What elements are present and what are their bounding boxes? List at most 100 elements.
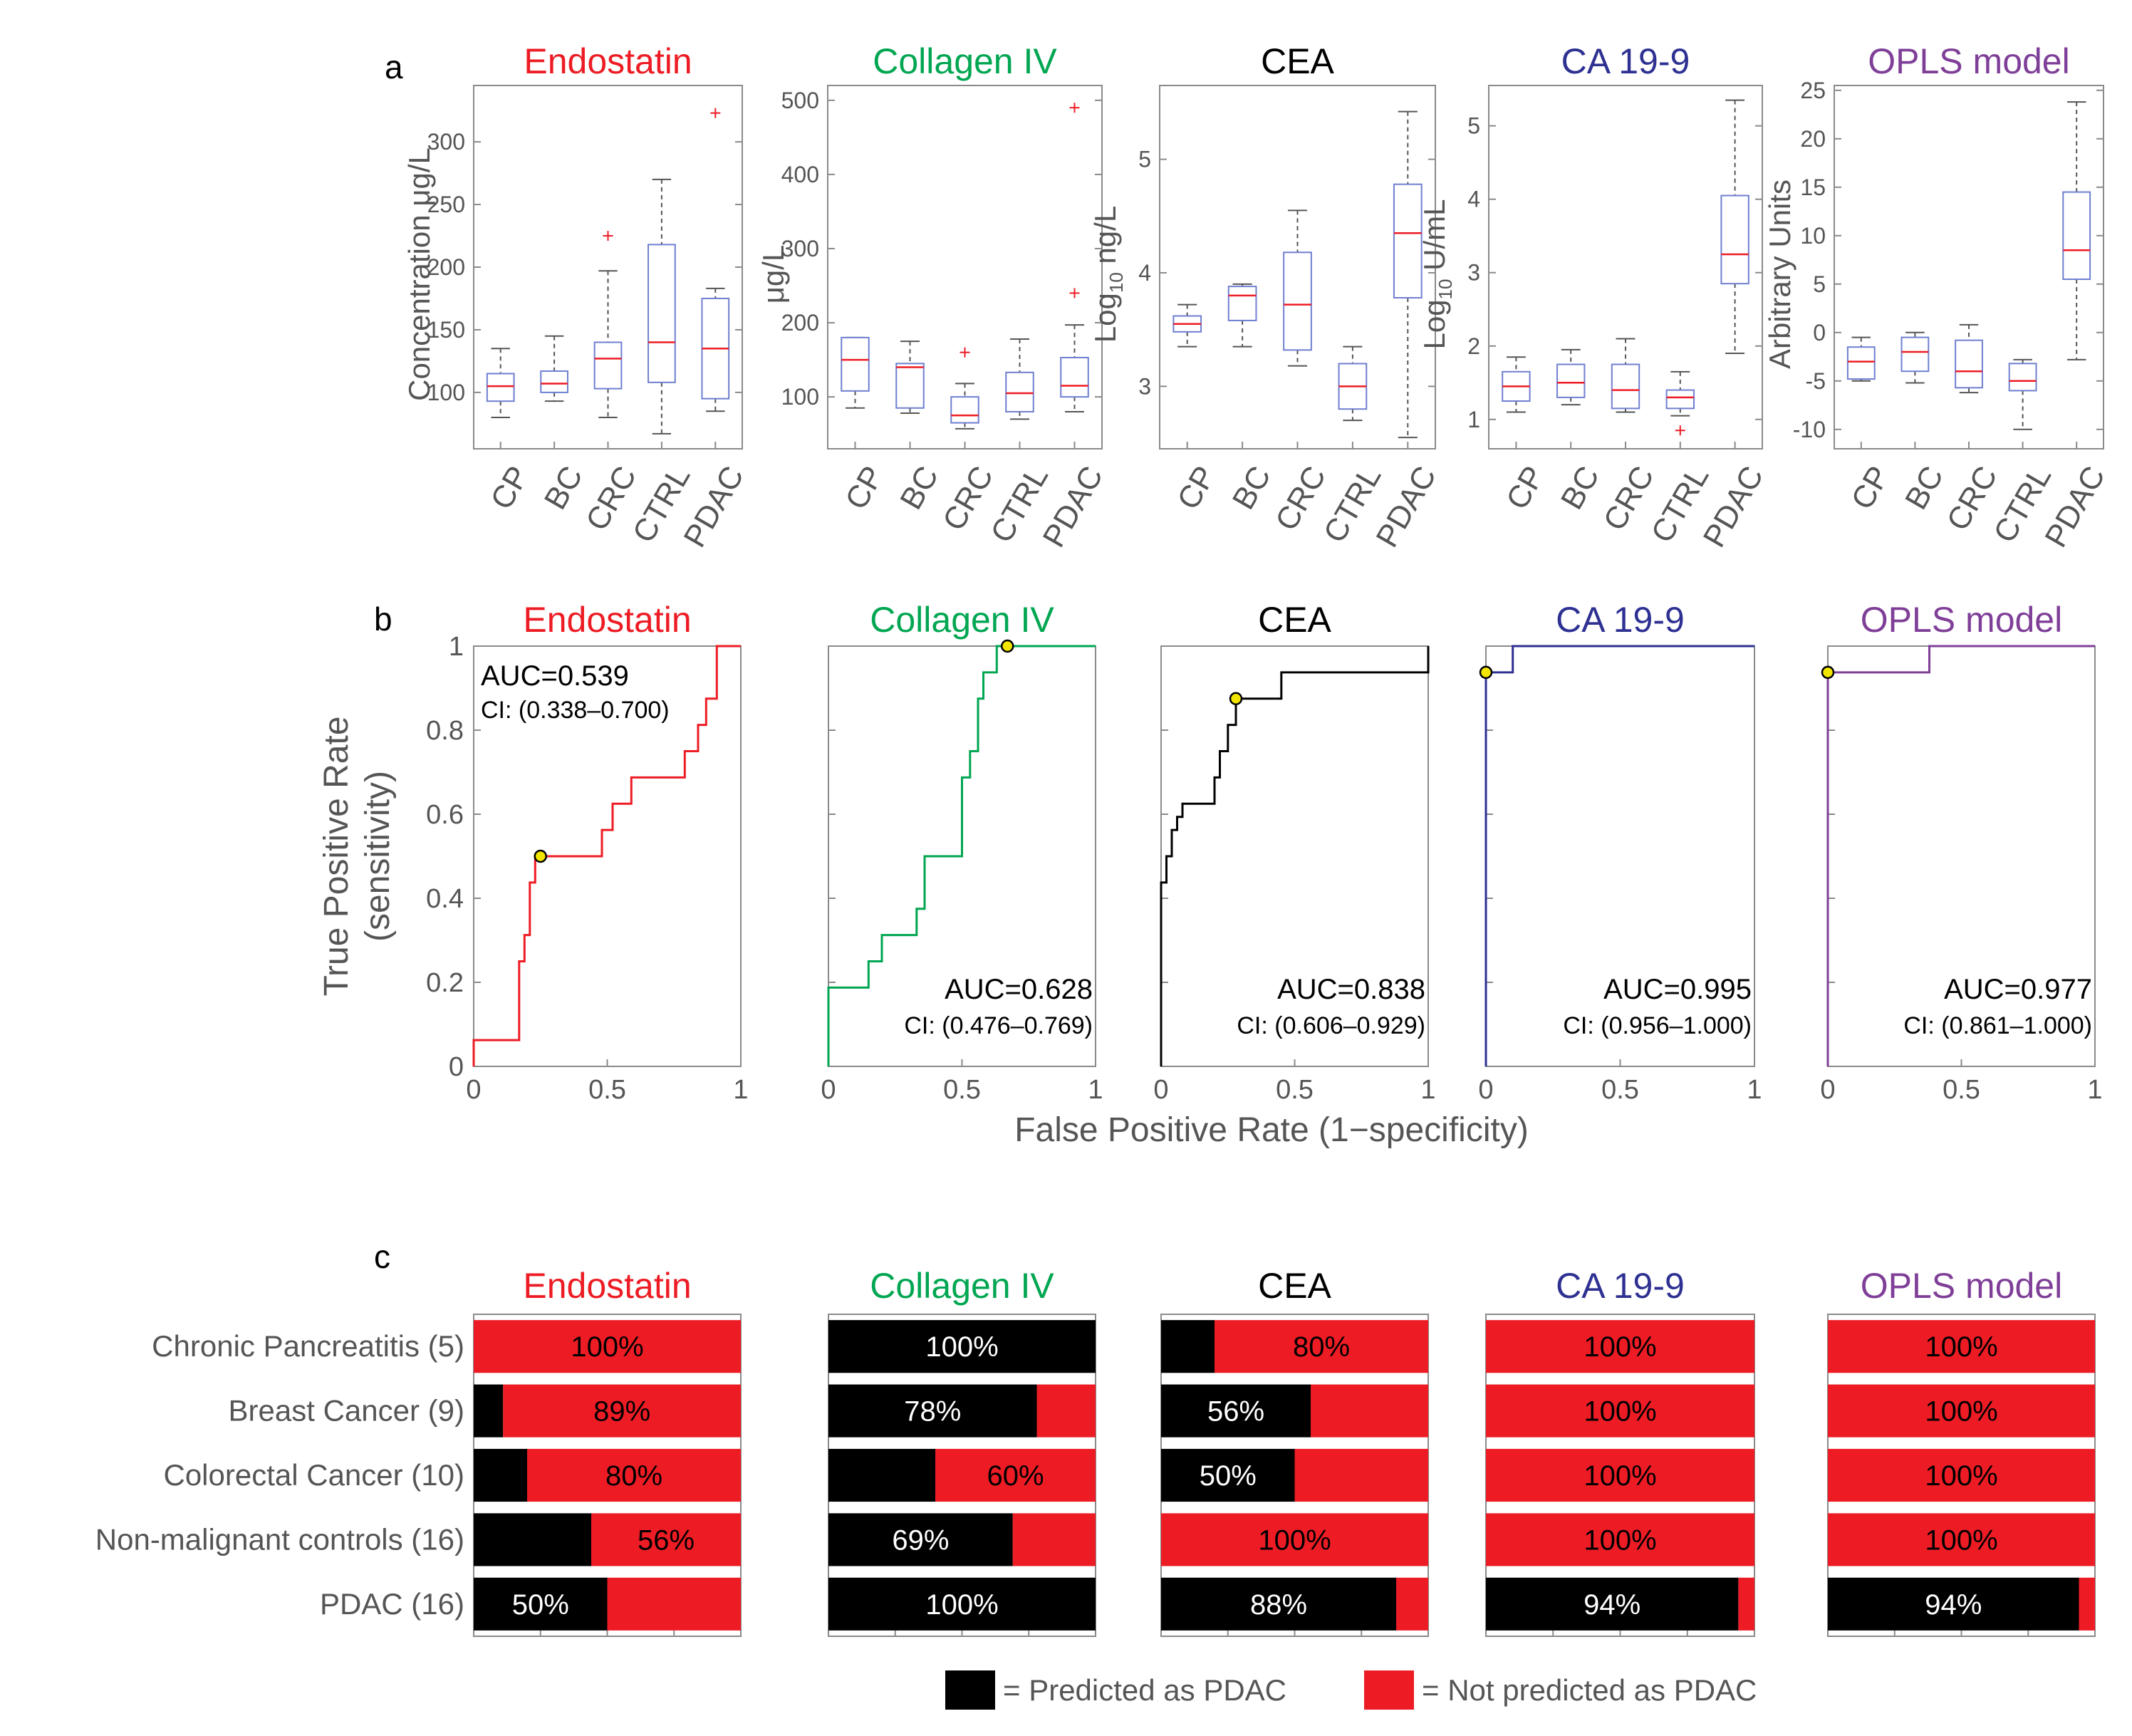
bar-percent-label: 100% (1258, 1524, 1331, 1556)
x-tick-label: 1 (1420, 1075, 1435, 1105)
bar-segment-not-predicted (1294, 1448, 1428, 1502)
y-tick-label: -5 (1806, 368, 1826, 394)
bar-segment-not-predicted (1486, 1320, 1754, 1373)
x-tick-label: 0 (821, 1075, 836, 1105)
bar-segment-not-predicted (1828, 1384, 2095, 1438)
bar-segment-not-predicted (1311, 1384, 1428, 1438)
boxplot-title: Collagen IV (873, 41, 1057, 81)
y-tick-label: 5 (1467, 113, 1480, 139)
bar-segment-not-predicted (607, 1577, 741, 1631)
optimal-cutoff-point (534, 849, 547, 863)
bar-row: 94% (1828, 1577, 2095, 1631)
box-body (1900, 336, 1930, 373)
bar-segment-not-predicted (591, 1513, 741, 1566)
bar-row: 100% (1828, 1320, 2095, 1373)
y-tick-label: 4 (1467, 187, 1480, 212)
box-body (1665, 389, 1695, 410)
y-tick-label: 0 (449, 1052, 464, 1082)
box-crc: CRC (1940, 323, 2004, 536)
y-tick-label: 1 (449, 632, 464, 662)
bar-segment-not-predicted (1396, 1577, 1428, 1631)
box-ctrl: CTRL (626, 178, 697, 549)
bar-percent-label: 100% (1584, 1331, 1656, 1363)
bar-segment-predicted (828, 1513, 1013, 1566)
x-tick-label: 0.5 (943, 1075, 981, 1105)
bar-segment-predicted (474, 1448, 527, 1502)
bar-row: 89% (474, 1384, 741, 1438)
roc-plot-5: OPLS model 0 0.5 1 AUC=0.977 CI: (0.861–1.000… (1820, 600, 2102, 1105)
bar-segment-not-predicted (474, 1320, 741, 1373)
box-body (1060, 356, 1089, 398)
y-tick-label: 20 (1800, 126, 1826, 152)
bar-segment-predicted (474, 1577, 608, 1631)
row-category-label: Breast Cancer (9) (229, 1394, 464, 1428)
optimal-cutoff-point (1479, 665, 1493, 680)
bar-row: 94% (1486, 1577, 1754, 1631)
boxplot-title: CA 19-9 (1561, 41, 1690, 81)
bar-segment-predicted (828, 1448, 935, 1502)
bar-percent-label: 100% (1584, 1396, 1656, 1428)
box-body (1393, 183, 1423, 299)
bar-percent-label: 56% (1207, 1396, 1264, 1428)
x-tick-label: CP (1499, 460, 1551, 515)
row-category-label: Chronic Pancreatitis (5) (152, 1329, 464, 1363)
bar-segment-not-predicted (1828, 1448, 2095, 1502)
optimal-cutoff-point (1001, 639, 1014, 653)
box-bc: BC (1554, 348, 1606, 516)
bar-segment-predicted (1161, 1448, 1295, 1502)
x-tick-label: 0.5 (588, 1075, 626, 1105)
panel-label-b: b (374, 601, 392, 638)
bar-row: 100% (828, 1577, 1096, 1631)
bar-percent-label: 88% (1250, 1589, 1307, 1621)
box-bc: BC (1226, 283, 1278, 516)
x-tick-label: CP (484, 460, 536, 515)
x-tick-label: 0 (1820, 1075, 1835, 1105)
y-tick-label: 300 (427, 129, 465, 155)
optimal-cutoff-point (1229, 692, 1243, 705)
y-tick-label: 400 (781, 162, 819, 187)
bar-segment-predicted (1161, 1577, 1396, 1631)
roc-plot-2: Collagen IV 0 0.5 1 AUC=0.628 CI: (0.476–0.76… (821, 600, 1103, 1105)
roc-title: CEA (1258, 600, 1331, 640)
bar-segment-not-predicted (1828, 1320, 2095, 1373)
auc-label: AUC=0.539 (481, 660, 629, 692)
x-tick-label: 1 (1747, 1075, 1762, 1105)
bar-row: 100% (1161, 1513, 1428, 1566)
box-cp: CP (484, 348, 536, 516)
ci-label: CI: (0.476–0.769) (904, 1012, 1093, 1039)
box-body (2008, 363, 2037, 392)
auc-label: AUC=0.838 (1277, 974, 1425, 1005)
boxplot-title: OPLS model (1868, 41, 2069, 81)
y-tick-label: 1 (1467, 407, 1480, 432)
y-axis-label: True Positive Rate (sensitivity) (318, 716, 397, 996)
bar-segment-not-predicted (1215, 1320, 1428, 1373)
x-tick-label: 1 (733, 1075, 748, 1105)
bar-row: 100% (1828, 1448, 2095, 1502)
bar-percent-label: 100% (925, 1589, 998, 1621)
bar-percent-label: 94% (1584, 1589, 1640, 1621)
x-tick-label: 1 (2087, 1075, 2102, 1105)
x-tick-label: 0.5 (1943, 1075, 1980, 1105)
y-tick-label: 100 (781, 384, 819, 410)
x-tick-label: CP (1170, 460, 1222, 515)
box-body (648, 244, 676, 383)
roc-plot-4: CA 19-9 0 0.5 1 AUC=0.995 CI: (0.956–1.000) (1478, 600, 1762, 1105)
y-tick-label: 0 (1813, 320, 1826, 345)
y-tick-label: -10 (1793, 417, 1826, 442)
box-body (1283, 251, 1312, 351)
prediction-bars-1: Endostatin 100% 89% 80% 56% 50% (473, 1266, 742, 1637)
x-axis-label: False Positive Rate (1−specificity) (1014, 1111, 1529, 1149)
box-body (540, 370, 568, 393)
x-tick-label: 1 (1088, 1075, 1103, 1105)
bar-row: 100% (1486, 1384, 1754, 1438)
bar-row: 100% (474, 1320, 741, 1373)
y-axis-label: Log10 U/mL (1418, 199, 1456, 349)
box-crc: CRC (936, 347, 1000, 536)
row-category-label: Colorectal Cancer (10) (163, 1458, 464, 1492)
x-tick-label: BC (893, 460, 945, 515)
bar-percent-label: 100% (1584, 1460, 1656, 1492)
x-tick-label: CP (838, 460, 890, 515)
